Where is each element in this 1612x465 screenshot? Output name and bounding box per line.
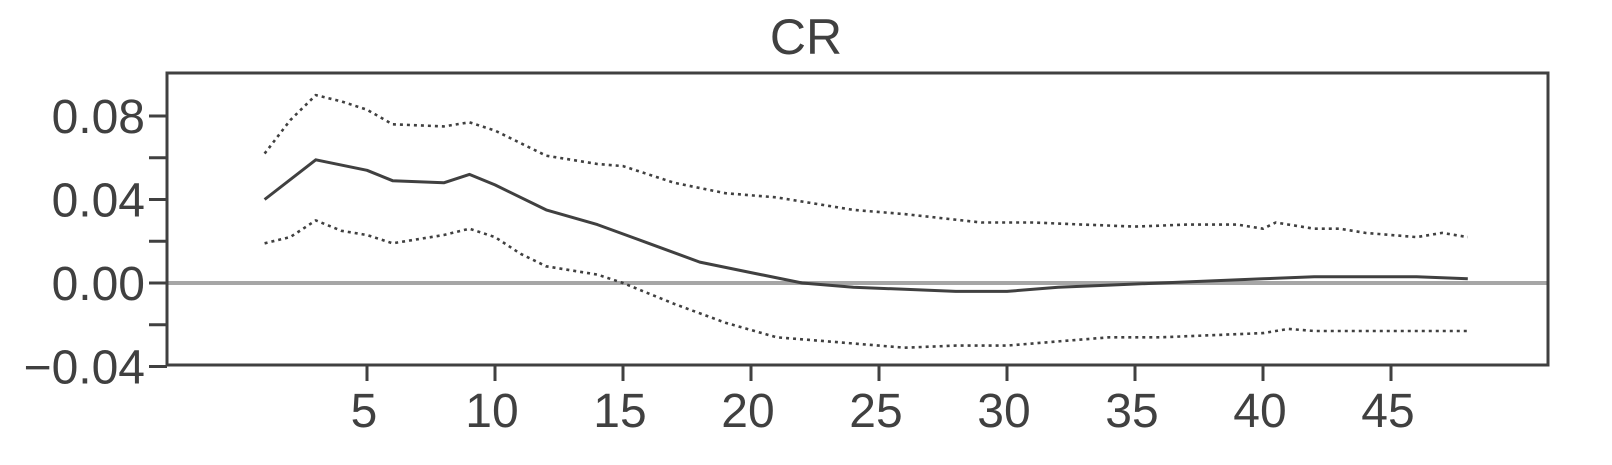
series-layer <box>167 93 1548 350</box>
x-tick-label: 20 <box>721 385 774 438</box>
x-tick-label: 40 <box>1233 385 1286 438</box>
upper-confidence-band <box>263 93 1469 239</box>
x-tick-label: 30 <box>977 385 1030 438</box>
x-tick-label: 25 <box>849 385 902 438</box>
x-tick-label: 5 <box>351 385 378 438</box>
chart-title: CR <box>769 9 843 65</box>
x-tick-label: 15 <box>593 385 646 438</box>
y-tick-label: 0.08 <box>52 91 145 144</box>
plot-frame <box>165 71 1550 367</box>
x-tick-label: 10 <box>465 385 518 438</box>
lower-confidence-band <box>264 219 1468 350</box>
x-tick-label: 35 <box>1105 385 1158 438</box>
impulse-response-line <box>263 158 1468 293</box>
x-tick-label: 45 <box>1361 385 1414 438</box>
y-tick-label: −0.04 <box>24 342 145 395</box>
axis-layer: −0.04 0.00 0.04 0.08 5 10 15 20 25 30 35 40 45 <box>24 71 1550 438</box>
y-tick-label: 0.04 <box>52 175 145 228</box>
y-tick-label: 0.00 <box>52 258 145 311</box>
